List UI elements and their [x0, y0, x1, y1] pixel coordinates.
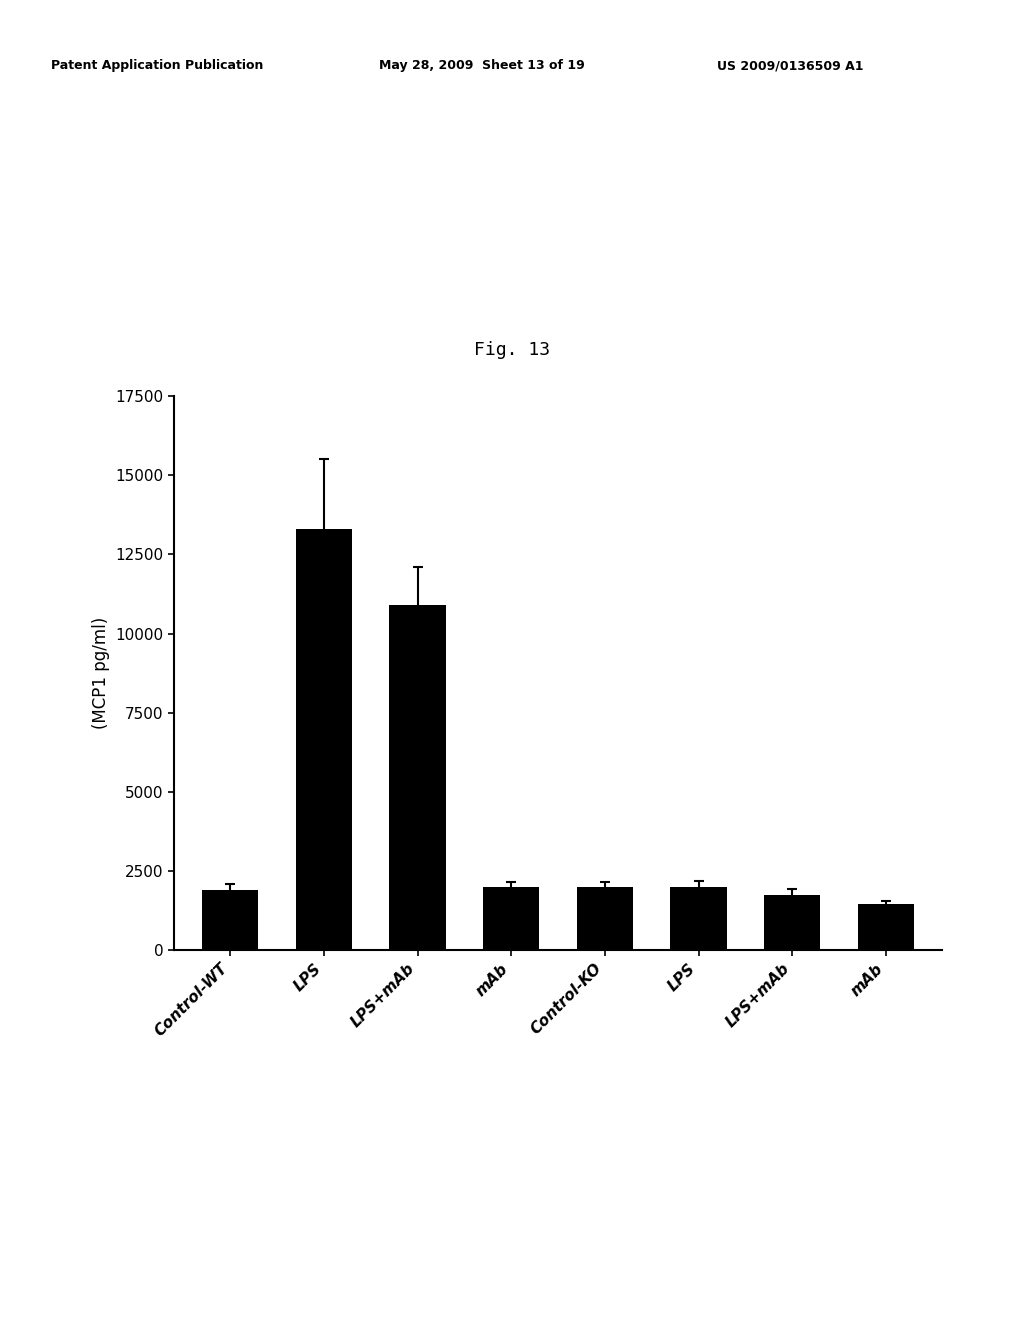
Bar: [577, 887, 633, 950]
Bar: [296, 529, 352, 950]
Text: Patent Application Publication: Patent Application Publication: [51, 59, 263, 73]
Bar: [858, 904, 914, 950]
Bar: [671, 887, 727, 950]
Text: US 2009/0136509 A1: US 2009/0136509 A1: [717, 59, 863, 73]
Bar: [389, 605, 445, 950]
Bar: [483, 887, 540, 950]
Bar: [764, 895, 820, 950]
Text: Fig. 13: Fig. 13: [474, 341, 550, 359]
Text: May 28, 2009  Sheet 13 of 19: May 28, 2009 Sheet 13 of 19: [379, 59, 585, 73]
Y-axis label: (MCP1 pg/ml): (MCP1 pg/ml): [92, 616, 110, 730]
Bar: [202, 890, 258, 950]
